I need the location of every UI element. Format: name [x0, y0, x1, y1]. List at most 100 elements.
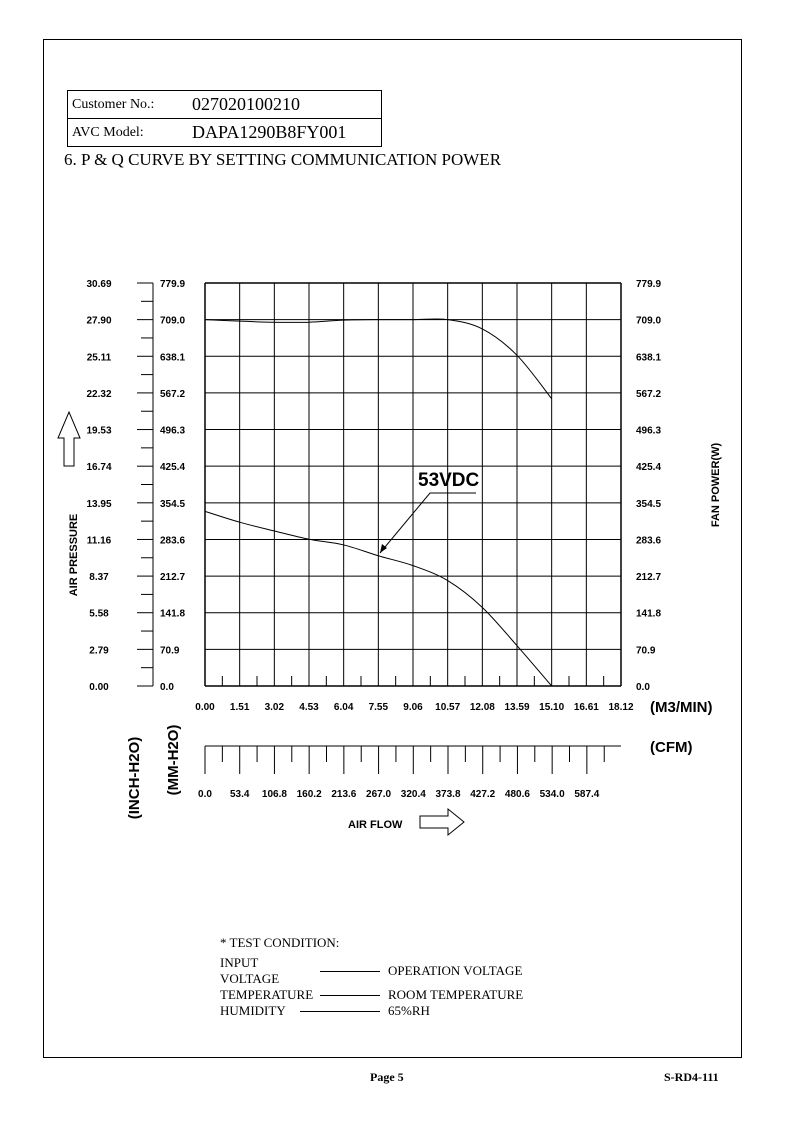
cfm-tick-label: 106.8 [262, 789, 287, 800]
cfm-tick-label: 213.6 [331, 789, 356, 800]
power-tick-label: 709.0 [636, 316, 661, 327]
power-tick-label: 0.0 [636, 682, 650, 693]
mm-tick-label: 0.0 [160, 682, 174, 693]
inch-units: (INCH-H2O) [126, 737, 143, 820]
page-number: Page 5 [370, 1070, 404, 1084]
leader-line [300, 1010, 380, 1012]
mm-tick-label: 425.4 [160, 462, 185, 473]
condition-key: INPUT VOLTAGE [220, 955, 280, 986]
inch-tick-label: 5.58 [89, 609, 109, 620]
power-tick-label: 779.9 [636, 279, 661, 290]
inch-tick-label: 27.90 [86, 316, 111, 327]
mm-tick-label: 709.0 [160, 316, 185, 327]
power-tick-label: 496.3 [636, 426, 661, 437]
curve-label: 53VDC [418, 470, 480, 491]
x-axis-label: AIR FLOW [348, 819, 403, 831]
x-tick-label: 9.06 [403, 702, 423, 713]
cfm-tick-label: 267.0 [366, 789, 391, 800]
leader-line [320, 970, 380, 972]
power-tick-label: 638.1 [636, 352, 661, 363]
mm-tick-label: 283.6 [160, 535, 185, 546]
power-tick-label: 141.8 [636, 609, 661, 620]
inch-tick-label: 16.74 [86, 462, 111, 473]
customer-value: 027020100210 [192, 94, 300, 114]
power-curve [204, 318, 553, 400]
inch-tick-label: 11.16 [87, 535, 112, 546]
x-tick-label: 7.55 [369, 702, 389, 713]
inch-tick-label: 2.79 [89, 645, 109, 656]
inch-tick-label: 22.32 [86, 389, 111, 400]
mm-tick-label: 141.8 [160, 609, 185, 620]
power-tick-label: 354.5 [636, 499, 661, 510]
mm-tick-label: 354.5 [160, 499, 185, 510]
condition-value: 65%RH [388, 1003, 430, 1018]
x-units: (M3/MIN) [650, 699, 713, 716]
mm-units: (MM-H2O) [165, 725, 182, 796]
cfm-tick-label: 160.2 [297, 789, 322, 800]
test-condition-row: TEMPERATURE ROOM TEMPERATURE [220, 987, 523, 1003]
doc-code: S-RD4-111 [664, 1070, 719, 1084]
mm-tick-label: 212.7 [160, 572, 185, 583]
condition-key: HUMIDITY [220, 1003, 286, 1018]
cfm-tick-label: 480.6 [505, 789, 530, 800]
x-tick-label: 0.00 [195, 702, 215, 713]
power-tick-label: 70.9 [636, 645, 656, 656]
inch-tick-label: 13.95 [86, 499, 111, 510]
mm-tick-label: 638.1 [160, 352, 185, 363]
cfm-tick-label: 427.2 [470, 789, 495, 800]
y-axis-label: AIR PRESSURE [68, 514, 80, 597]
inch-tick-label: 25.11 [87, 352, 112, 363]
customer-row: Customer No.: 027020100210 [68, 91, 381, 118]
cfm-tick-label: 373.8 [435, 789, 460, 800]
page-frame [43, 39, 742, 1058]
cfm-tick-label: 587.4 [574, 789, 599, 800]
y2-axis-label: FAN POWER(W) [710, 443, 722, 528]
cfm-units: (CFM) [650, 739, 692, 756]
mm-tick-label: 496.3 [160, 426, 185, 437]
test-condition-row: INPUT VOLTAGE OPERATION VOLTAGE [220, 955, 523, 987]
leader-line [320, 994, 380, 996]
inch-tick-label: 19.53 [86, 426, 111, 437]
power-tick-label: 212.7 [636, 572, 661, 583]
header-box: Customer No.: 027020100210 AVC Model: DA… [67, 90, 382, 147]
pressure-curve [204, 510, 553, 687]
power-tick-label: 567.2 [636, 389, 661, 400]
mm-tick-label: 567.2 [160, 389, 185, 400]
x-tick-label: 10.57 [435, 702, 460, 713]
cfm-tick-label: 320.4 [401, 789, 426, 800]
section-title: 6. P & Q CURVE BY SETTING COMMUNICATION … [64, 150, 502, 169]
cfm-tick-label: 534.0 [540, 789, 565, 800]
inch-tick-label: 30.69 [86, 279, 111, 290]
model-value: DAPA1290B8FY001 [192, 122, 347, 142]
x-tick-label: 13.59 [504, 702, 529, 713]
x-tick-label: 12.08 [470, 702, 495, 713]
x-tick-label: 6.04 [334, 702, 354, 713]
power-tick-label: 425.4 [636, 462, 661, 473]
x-tick-label: 3.02 [265, 702, 285, 713]
inch-tick-label: 0.00 [89, 682, 109, 693]
power-tick-label: 283.6 [636, 535, 661, 546]
cfm-tick-label: 53.4 [230, 789, 250, 800]
mm-tick-label: 70.9 [160, 645, 180, 656]
model-row: AVC Model: DAPA1290B8FY001 [68, 118, 381, 146]
test-condition: * TEST CONDITION: INPUT VOLTAGE OPERATION… [220, 935, 523, 1019]
inch-tick-label: 8.37 [89, 572, 109, 583]
mm-tick-label: 779.9 [160, 279, 185, 290]
right-arrow-icon [419, 807, 465, 837]
x-tick-label: 15.10 [539, 702, 564, 713]
condition-key: TEMPERATURE [220, 987, 314, 1002]
up-arrow-icon [57, 410, 81, 467]
condition-value: OPERATION VOLTAGE [388, 963, 523, 978]
arrowhead-icon [380, 544, 387, 553]
x-tick-label: 18.12 [608, 702, 633, 713]
test-condition-row: HUMIDITY 65%RH [220, 1003, 523, 1019]
x-tick-label: 16.61 [574, 702, 599, 713]
test-heading: * TEST CONDITION: [220, 935, 340, 950]
model-label: AVC Model: [72, 124, 144, 140]
customer-label: Customer No.: [72, 96, 155, 112]
x-tick-label: 1.51 [230, 702, 250, 713]
cfm-tick-label: 0.0 [198, 789, 212, 800]
x-tick-label: 4.53 [299, 702, 319, 713]
